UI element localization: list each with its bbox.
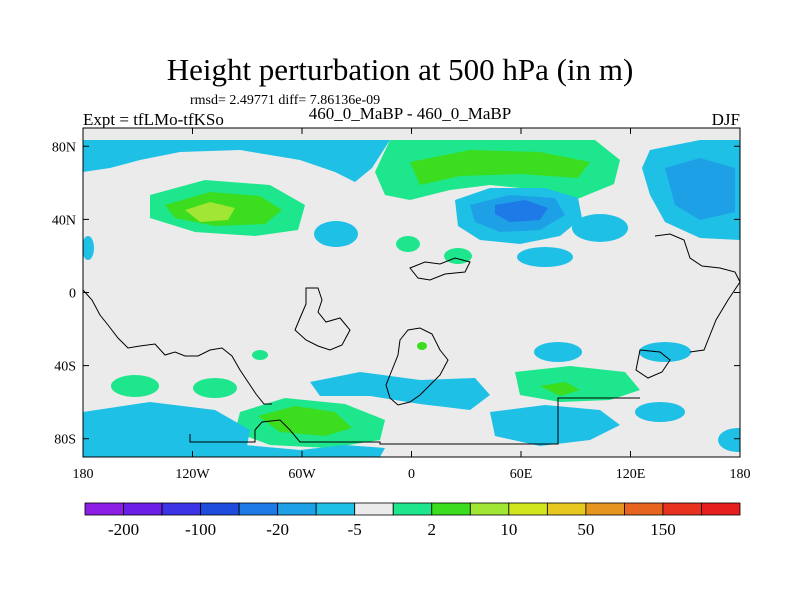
colorbar-swatch	[546, 502, 587, 516]
y-axis: 80N 40N 0 40S 80S	[52, 140, 740, 448]
contour-region-green	[396, 236, 420, 252]
contour-region-cyan	[490, 405, 620, 446]
contour-region-lime	[410, 150, 590, 185]
coastlines	[83, 233, 740, 445]
coastline-eurasia	[409, 257, 471, 281]
x-tick-label: 120W	[175, 467, 210, 482]
coastline-east-asia	[654, 233, 740, 353]
y-tick-label: 0	[69, 287, 76, 302]
contour-region-green	[193, 378, 237, 398]
colorbar-swatch	[585, 502, 625, 516]
colorbar-label: -5	[348, 520, 362, 539]
colorbar-swatch	[624, 502, 664, 516]
contour-region-green	[111, 375, 159, 397]
colorbar-swatch	[354, 502, 394, 516]
contour-region-green	[515, 366, 640, 402]
y-tick-label: 80N	[52, 140, 76, 155]
contour-region-cyan	[639, 342, 691, 362]
colorbar: -200 -100 -20 -5 2 10 50 150	[84, 502, 741, 539]
colorbar-label: -100	[185, 520, 216, 539]
contour-region-cyan	[245, 445, 385, 457]
contour-region-cyan	[83, 236, 94, 260]
contour-region-green	[417, 342, 427, 350]
coastline-africa	[385, 327, 449, 406]
coastline-south-america	[83, 289, 272, 405]
contour-region-cyan	[718, 428, 740, 452]
contour-region-lime	[258, 406, 352, 436]
contour-region-blue	[665, 158, 735, 220]
y-tick-label: 40N	[52, 213, 76, 228]
colorbar-swatch	[315, 502, 356, 516]
contour-region-yellowgreen	[185, 202, 235, 222]
contour-region-cyan	[635, 402, 685, 422]
colorbar-label: 10	[500, 520, 517, 539]
contour-region-cyan	[517, 247, 573, 267]
colorbar-label: 150	[650, 520, 676, 539]
x-tick-label: 180	[73, 467, 94, 482]
contour-region-lime	[540, 382, 580, 396]
contour-region-cyan	[310, 372, 490, 410]
x-tick-label: 180	[730, 467, 751, 482]
colorbar-swatch	[84, 502, 124, 516]
contour-region-green	[252, 350, 268, 360]
x-axis: 180 120W 60W 0 60E 120E 180	[73, 128, 751, 482]
x-tick-label: 60W	[288, 467, 316, 482]
season-label: DJF	[711, 110, 740, 129]
colorbar-swatch	[161, 502, 201, 516]
contour-region-cyan	[534, 342, 582, 362]
colorbar-label: -200	[108, 520, 139, 539]
contour-region-cyan	[83, 140, 390, 182]
colorbar-swatch	[508, 502, 548, 516]
colorbar-swatch	[701, 502, 741, 516]
colorbar-swatch	[662, 502, 702, 516]
contour-fills	[83, 140, 740, 457]
contour-region-cyan	[83, 402, 250, 457]
colorbar-label: 2	[428, 520, 437, 539]
experiment-label: Expt = tfLMo-tfKSo	[83, 110, 224, 129]
contour-region-cyan	[314, 221, 358, 247]
experiment-period-label: 460_0_MaBP - 460_0_MaBP	[308, 104, 512, 123]
colorbar-swatch	[392, 502, 433, 516]
chart-title: Height perturbation at 500 hPa (in m)	[166, 52, 634, 87]
x-tick-label: 0	[408, 467, 415, 482]
colorbar-swatch	[431, 502, 471, 516]
colorbar-swatch	[238, 502, 279, 516]
colorbar-swatch	[123, 502, 163, 516]
contour-region-darkblue	[495, 200, 548, 222]
x-tick-label: 60E	[510, 467, 533, 482]
coastline-north-africa	[294, 287, 351, 351]
colorbar-label: 50	[577, 520, 594, 539]
x-tick-label: 120E	[616, 467, 646, 482]
y-tick-label: 40S	[54, 360, 76, 375]
colorbar-swatch	[469, 502, 510, 516]
coastline-australia	[635, 349, 671, 379]
rmsd-diff-stats: rmsd= 2.49771 diff= 7.86136e-09	[190, 93, 381, 108]
colorbar-swatch	[277, 502, 317, 516]
coastline-antarctica	[189, 397, 640, 445]
colorbar-swatch	[200, 502, 240, 516]
y-tick-label: 80S	[54, 433, 76, 448]
contour-region-cyan	[572, 214, 628, 242]
colorbar-label: -20	[266, 520, 289, 539]
